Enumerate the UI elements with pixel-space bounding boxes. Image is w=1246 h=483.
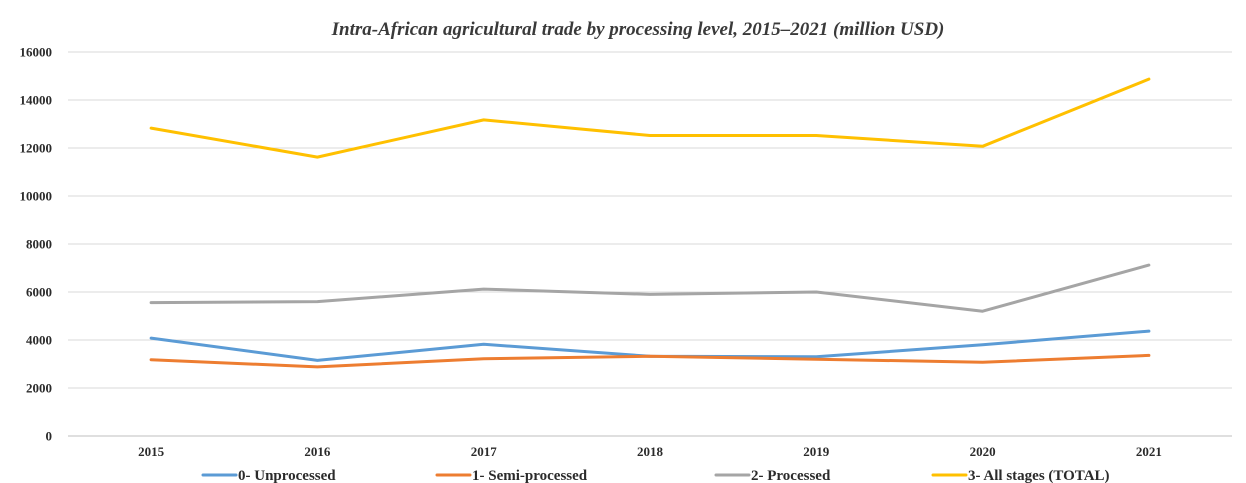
x-tick-label: 2016 — [304, 444, 331, 459]
x-tick-label: 2015 — [138, 444, 165, 459]
series-line-2 — [149, 353, 1151, 369]
y-axis-ticks: 0 2000 4000 6000 8000 10000 12000 14000 16000 — [20, 45, 53, 444]
y-tick-label: 10000 — [20, 189, 53, 204]
series-line-4 — [149, 77, 1151, 159]
chart-title: Intra-African agricultural trade by proc… — [331, 19, 945, 40]
legend-item: 3- All stages (TOTAL) — [931, 468, 1110, 483]
x-axis-ticks: 2015 2016 2017 2018 2019 2020 2021 — [138, 444, 1162, 459]
series-line-3 — [149, 263, 1151, 313]
legend-label: 1- Semi-processed — [472, 468, 588, 483]
legend-label: 0- Unprocessed — [238, 468, 336, 483]
gridlines — [68, 51, 1232, 437]
legend-item: 1- Semi-processed — [435, 468, 588, 483]
x-tick-label: 2020 — [970, 444, 996, 459]
y-tick-label: 2000 — [26, 381, 52, 396]
y-tick-label: 0 — [46, 429, 53, 444]
x-tick-label: 2017 — [471, 444, 498, 459]
x-tick-label: 2019 — [803, 444, 830, 459]
x-tick-label: 2018 — [637, 444, 664, 459]
y-tick-label: 16000 — [20, 45, 53, 60]
legend: 0- Unprocessed 1- Semi-processed 2- Proces… — [201, 468, 1110, 483]
legend-label: 2- Processed — [751, 468, 831, 483]
y-tick-label: 4000 — [26, 333, 52, 348]
y-tick-label: 6000 — [26, 285, 52, 300]
series-lines — [149, 77, 1151, 369]
legend-item: 2- Processed — [714, 468, 831, 483]
y-tick-label: 8000 — [26, 237, 52, 252]
x-tick-label: 2021 — [1136, 444, 1162, 459]
legend-label: 3- All stages (TOTAL) — [968, 468, 1110, 483]
y-tick-label: 14000 — [20, 93, 53, 108]
y-tick-label: 12000 — [20, 141, 53, 156]
legend-item: 0- Unprocessed — [201, 468, 336, 483]
